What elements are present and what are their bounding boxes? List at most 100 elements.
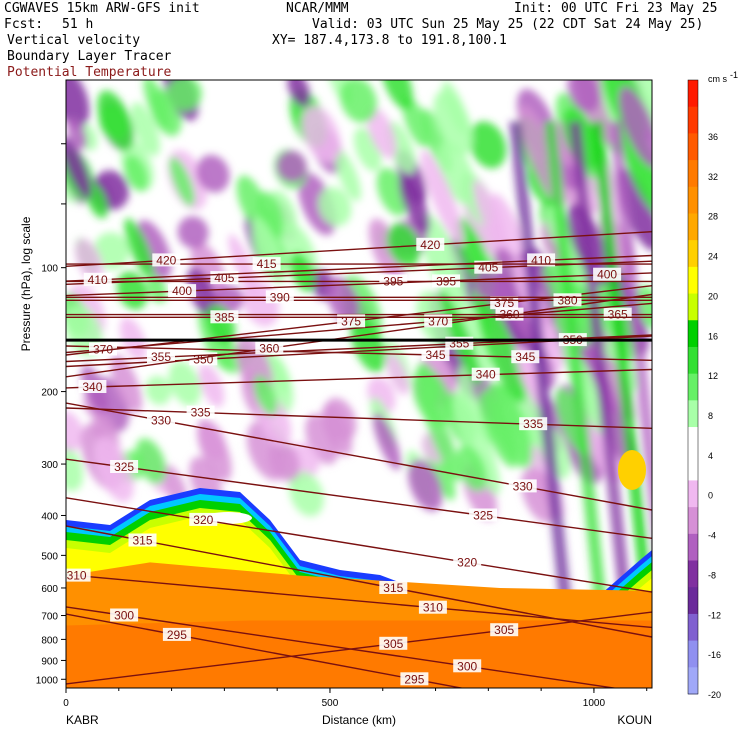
isentrope-400 xyxy=(66,272,652,297)
isentrope-315 xyxy=(66,525,652,638)
velocity-blob xyxy=(339,80,378,123)
isentrope-label: 370 xyxy=(93,342,113,356)
model-title: CGWAVES 15km ARW-GFS init xyxy=(4,1,200,16)
velocity-blob xyxy=(368,218,405,282)
tracer-patch xyxy=(618,450,646,490)
velocity-blob xyxy=(169,156,195,207)
isentrope-label: 375 xyxy=(341,314,361,328)
isentrope-label: 385 xyxy=(214,310,234,324)
y-tick-label: 600 xyxy=(41,584,58,595)
velocity-blob xyxy=(442,81,469,135)
velocity-blob xyxy=(373,412,401,471)
velocity-blob xyxy=(453,391,501,495)
isentrope-label: 325 xyxy=(114,460,134,474)
isentrope-label-bg xyxy=(553,293,582,307)
isentrope-label-bg xyxy=(421,348,450,361)
velocity-blob xyxy=(66,442,84,492)
isentrope-label-bg xyxy=(110,460,139,473)
isentrope-label-bg xyxy=(186,405,215,419)
colorbar-swatch xyxy=(688,507,698,535)
isentrope-label-bg xyxy=(379,581,408,594)
velocity-blob xyxy=(476,296,527,403)
isentrope-label-bg xyxy=(416,237,445,251)
colorbar-tick-label: -4 xyxy=(708,531,716,541)
colorbar-tick-label: -8 xyxy=(708,570,716,580)
velocity-column xyxy=(508,120,572,600)
isentrope-label: 410 xyxy=(88,273,108,287)
valid-time: Valid: 03 UTC Sun 25 May 25 (22 CDT Sat … xyxy=(312,17,704,32)
isentrope-label: 335 xyxy=(523,417,543,431)
left-endpoint-label: KABR xyxy=(66,713,99,727)
y-tick-label: 900 xyxy=(41,656,58,667)
isentrope-label: 400 xyxy=(172,284,192,298)
isentrope-label-bg xyxy=(379,636,408,650)
velocity-blob xyxy=(420,149,465,247)
velocity-blob xyxy=(135,438,167,485)
y-tick-label: 300 xyxy=(41,460,58,471)
velocity-blob xyxy=(380,80,413,110)
field-potential-temperature: Potential Temperature xyxy=(7,65,172,80)
isentrope-label-bg xyxy=(593,267,622,281)
isentrope-label-bg xyxy=(265,290,294,304)
velocity-blob xyxy=(350,315,386,373)
axes: 0 500 1000 100 200 300 400 500 600 700 800 900 1000 D… xyxy=(19,143,652,727)
isentrope-label-bg xyxy=(490,296,519,310)
isentrope-335 xyxy=(66,407,652,429)
colorbar-frame xyxy=(687,79,699,695)
isentrope-label-bg xyxy=(453,659,482,673)
isentrope-label: 345 xyxy=(515,350,535,364)
isentrope-label: 345 xyxy=(425,348,445,362)
colorbar-unit-exponent: -1 xyxy=(730,70,738,80)
colorbar-swatch xyxy=(688,453,698,481)
isentrope-label: 320 xyxy=(457,555,477,569)
isentrope-label-bg xyxy=(252,257,281,271)
colorbar-swatch xyxy=(688,293,698,321)
isentrope-label: 305 xyxy=(494,623,514,637)
isentrope-325 xyxy=(66,458,652,539)
velocity-blob xyxy=(253,375,278,416)
isentrope-label-bg xyxy=(110,608,139,622)
velocity-blob xyxy=(268,440,300,482)
y-tick-label: 1000 xyxy=(36,675,59,686)
field-boundary-layer-tracer: Boundary Layer Tracer xyxy=(7,49,172,64)
colorbar-unit: cm s xyxy=(708,74,727,84)
colorbar-swatch xyxy=(688,240,698,268)
velocity-blob xyxy=(623,80,652,147)
colorbar-tick-label: 0 xyxy=(708,491,713,501)
colorbar-tick-label: 28 xyxy=(708,212,718,222)
isentrope-label-bg xyxy=(379,274,408,288)
x-tick-label: 500 xyxy=(322,698,339,709)
isentrope-label-bg xyxy=(418,600,447,614)
isentrope-label: 330 xyxy=(513,479,533,493)
velocity-blob xyxy=(472,180,511,266)
colorbar-swatch xyxy=(688,266,698,295)
colorbar-swatch xyxy=(688,213,698,241)
velocity-blob xyxy=(166,80,202,112)
colorbar-swatch xyxy=(688,160,698,188)
isentrope-label: 310 xyxy=(423,601,443,615)
isentrope-label-bg xyxy=(78,380,107,393)
colorbar-swatch xyxy=(688,133,698,161)
plot-frame xyxy=(65,79,653,689)
colorbar-tick-label: 20 xyxy=(708,291,718,301)
colorbar-swatch xyxy=(688,587,698,615)
isentrope-label: 310 xyxy=(67,569,87,583)
vertical-velocity-field xyxy=(66,80,652,600)
velocity-blob xyxy=(469,121,507,169)
isentrope-label: 340 xyxy=(476,368,496,382)
colorbar-swatch xyxy=(688,320,698,348)
isentrope-label-bg xyxy=(508,479,537,493)
velocity-column xyxy=(543,120,607,600)
y-tick-label: 700 xyxy=(41,612,58,623)
x-tick-label: 1000 xyxy=(583,698,606,709)
velocity-blob xyxy=(196,154,230,193)
isentrope-label-bg xyxy=(152,253,181,267)
velocity-blob xyxy=(66,80,90,128)
isentrope-label: 305 xyxy=(383,637,403,651)
field-vertical-velocity: Vertical velocity xyxy=(7,33,141,48)
isentrope-label-bg xyxy=(400,672,429,686)
velocity-blobs xyxy=(66,80,652,600)
isentrope-label-bg xyxy=(147,350,175,364)
velocity-blob xyxy=(198,364,225,408)
